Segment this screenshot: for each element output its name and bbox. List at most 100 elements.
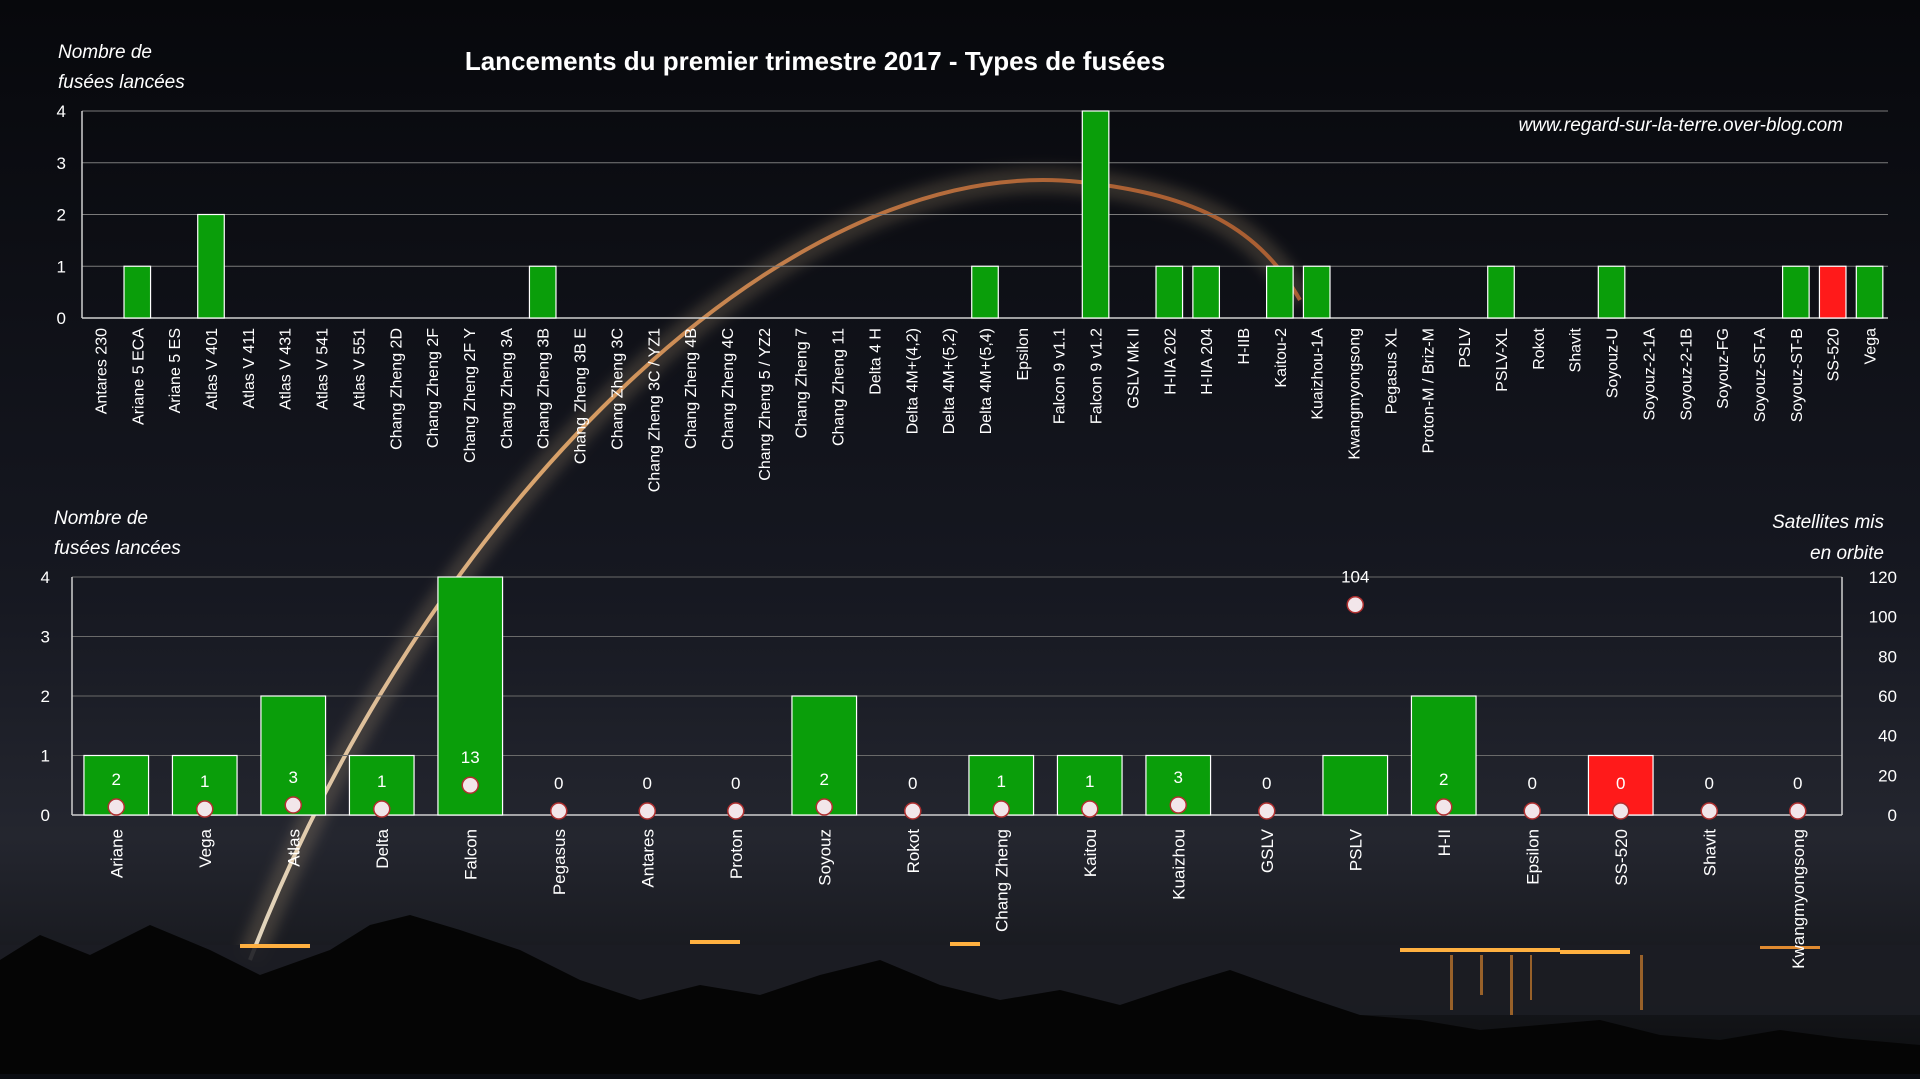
satellite-marker (1523, 802, 1541, 820)
shore-lights (240, 940, 1820, 954)
x-tick-label: Kwangmyongsong (1347, 328, 1364, 460)
y2-tick-label: 60 (1878, 687, 1897, 706)
y-tick-label: 4 (57, 102, 66, 121)
data-label: 1 (200, 772, 209, 791)
y2-tick-label: 0 (1888, 806, 1897, 825)
x-tick-label: Pegasus (550, 829, 569, 895)
x-tick-label: Kuaizhou (1169, 829, 1188, 900)
x-tick-label: Ariane 5 ECA (130, 328, 147, 425)
x-tick-label: Atlas V 401 (204, 328, 221, 410)
x-tick-label: Soyouz-FG (1715, 328, 1732, 409)
x-tick-label: Falcon (461, 829, 480, 880)
y-tick-label: 0 (57, 309, 66, 328)
x-tick-label: Vega (196, 828, 215, 867)
data-label: 0 (643, 774, 652, 793)
x-tick-label: GSLV Mk II (1125, 328, 1142, 409)
y-tick-label: 3 (41, 628, 50, 647)
satellite-marker (1700, 802, 1718, 820)
data-label: 1 (997, 772, 1006, 791)
satellite-marker (284, 796, 302, 814)
y-axis-label: Nombre de fusées lancées (54, 508, 181, 559)
y2-tick-label: 40 (1878, 727, 1897, 746)
x-tick-label: Atlas V 551 (351, 328, 368, 410)
satellite-marker (1258, 802, 1276, 820)
bar (1265, 265, 1294, 319)
x-tick-label: Antares (638, 829, 657, 888)
satellite-marker (1346, 595, 1364, 614)
y-tick-label: 3 (57, 154, 66, 173)
y2-axis-label: Satellites mis en orbite (1772, 512, 1884, 564)
data-label: 104 (1341, 568, 1369, 587)
satellite-marker (373, 800, 391, 818)
top-chart-bars (123, 110, 1884, 319)
x-tick-label: Antares 230 (93, 328, 110, 414)
x-tick-label: Shavit (1568, 327, 1585, 372)
x-tick-label: Chang Zheng 3A (499, 328, 516, 449)
x-tick-label: Kaitou (1081, 829, 1100, 877)
bar (1302, 265, 1331, 319)
bar (968, 754, 1035, 816)
x-tick-label: Chang Zheng 5 / YZ2 (757, 328, 774, 481)
x-tick-label: Chang Zheng 2F Y (462, 328, 479, 463)
x-tick-label: H-IIB (1236, 328, 1253, 364)
x-tick-label: Atlas V 411 (241, 328, 258, 409)
bar (1781, 265, 1810, 319)
x-tick-label: Atlas (284, 829, 303, 867)
y-tick-label: 2 (41, 687, 50, 706)
light-reflections (1450, 955, 1643, 1015)
y-tick-label: 1 (57, 257, 66, 276)
satellite-marker (1612, 802, 1630, 820)
bar (1081, 110, 1110, 319)
x-tick-label: Soyouz (815, 829, 834, 886)
x-tick-label: Chang Zheng 3B E (573, 328, 590, 464)
y-axis-label: Nombre de fusées lancées (58, 42, 185, 93)
x-tick-label: Ariane 5 ES (167, 328, 184, 413)
x-tick-label: Epsilon (1523, 829, 1542, 885)
x-tick-label: PSLV (1457, 328, 1474, 368)
x-tick-label: Ariane (107, 829, 126, 878)
x-tick-label: SS-520 (1826, 328, 1843, 381)
x-tick-label: Chang Zheng 2D (388, 328, 405, 450)
bar (1155, 265, 1184, 319)
bar (971, 265, 999, 319)
data-label: 0 (1616, 774, 1625, 793)
data-label: 2 (112, 770, 121, 789)
x-tick-label: Delta (373, 828, 392, 868)
x-tick-label: Proton-M / Briz-M (1420, 328, 1437, 453)
y-tick-label: 1 (41, 747, 50, 766)
x-tick-label: H-II (1435, 829, 1454, 856)
bar (791, 695, 858, 816)
bar (437, 576, 504, 816)
x-tick-label: Epsilon (1015, 328, 1032, 380)
satellite-marker (1789, 802, 1807, 820)
x-tick-label: Soyouz-ST-B (1789, 328, 1806, 422)
x-tick-label: Chang Zheng 3B (536, 328, 553, 449)
data-label: 0 (554, 774, 563, 793)
x-tick-label: H-IIA 202 (1162, 328, 1179, 395)
data-label: 0 (731, 774, 740, 793)
satellite-marker (815, 798, 833, 816)
bar (83, 754, 150, 816)
data-label: 2 (1439, 770, 1448, 789)
y2-tick-label: 80 (1878, 647, 1897, 666)
bar (1597, 265, 1626, 319)
bar (1818, 265, 1847, 319)
chart-title: Lancements du premier trimestre 2017 - T… (465, 46, 1165, 76)
satellite-marker (1435, 798, 1453, 816)
bar (123, 265, 152, 319)
x-tick-label: Soyouz-2-1B (1678, 328, 1695, 421)
x-tick-label: Rokot (904, 829, 923, 874)
x-tick-label: Kuaizhou-1A (1310, 328, 1327, 420)
x-tick-label: Atlas V 541 (315, 328, 332, 410)
bottom-chart-bars (83, 576, 1807, 820)
rocket-trail (248, 178, 1302, 961)
x-tick-label: Shavit (1700, 829, 1719, 877)
data-label: 0 (1262, 774, 1271, 793)
data-label: 1 (1085, 772, 1094, 791)
x-tick-label: Rokot (1531, 327, 1548, 369)
bar (197, 213, 225, 319)
satellite-marker (904, 802, 922, 820)
satellite-marker (107, 798, 125, 816)
x-tick-label: Proton (727, 829, 746, 879)
